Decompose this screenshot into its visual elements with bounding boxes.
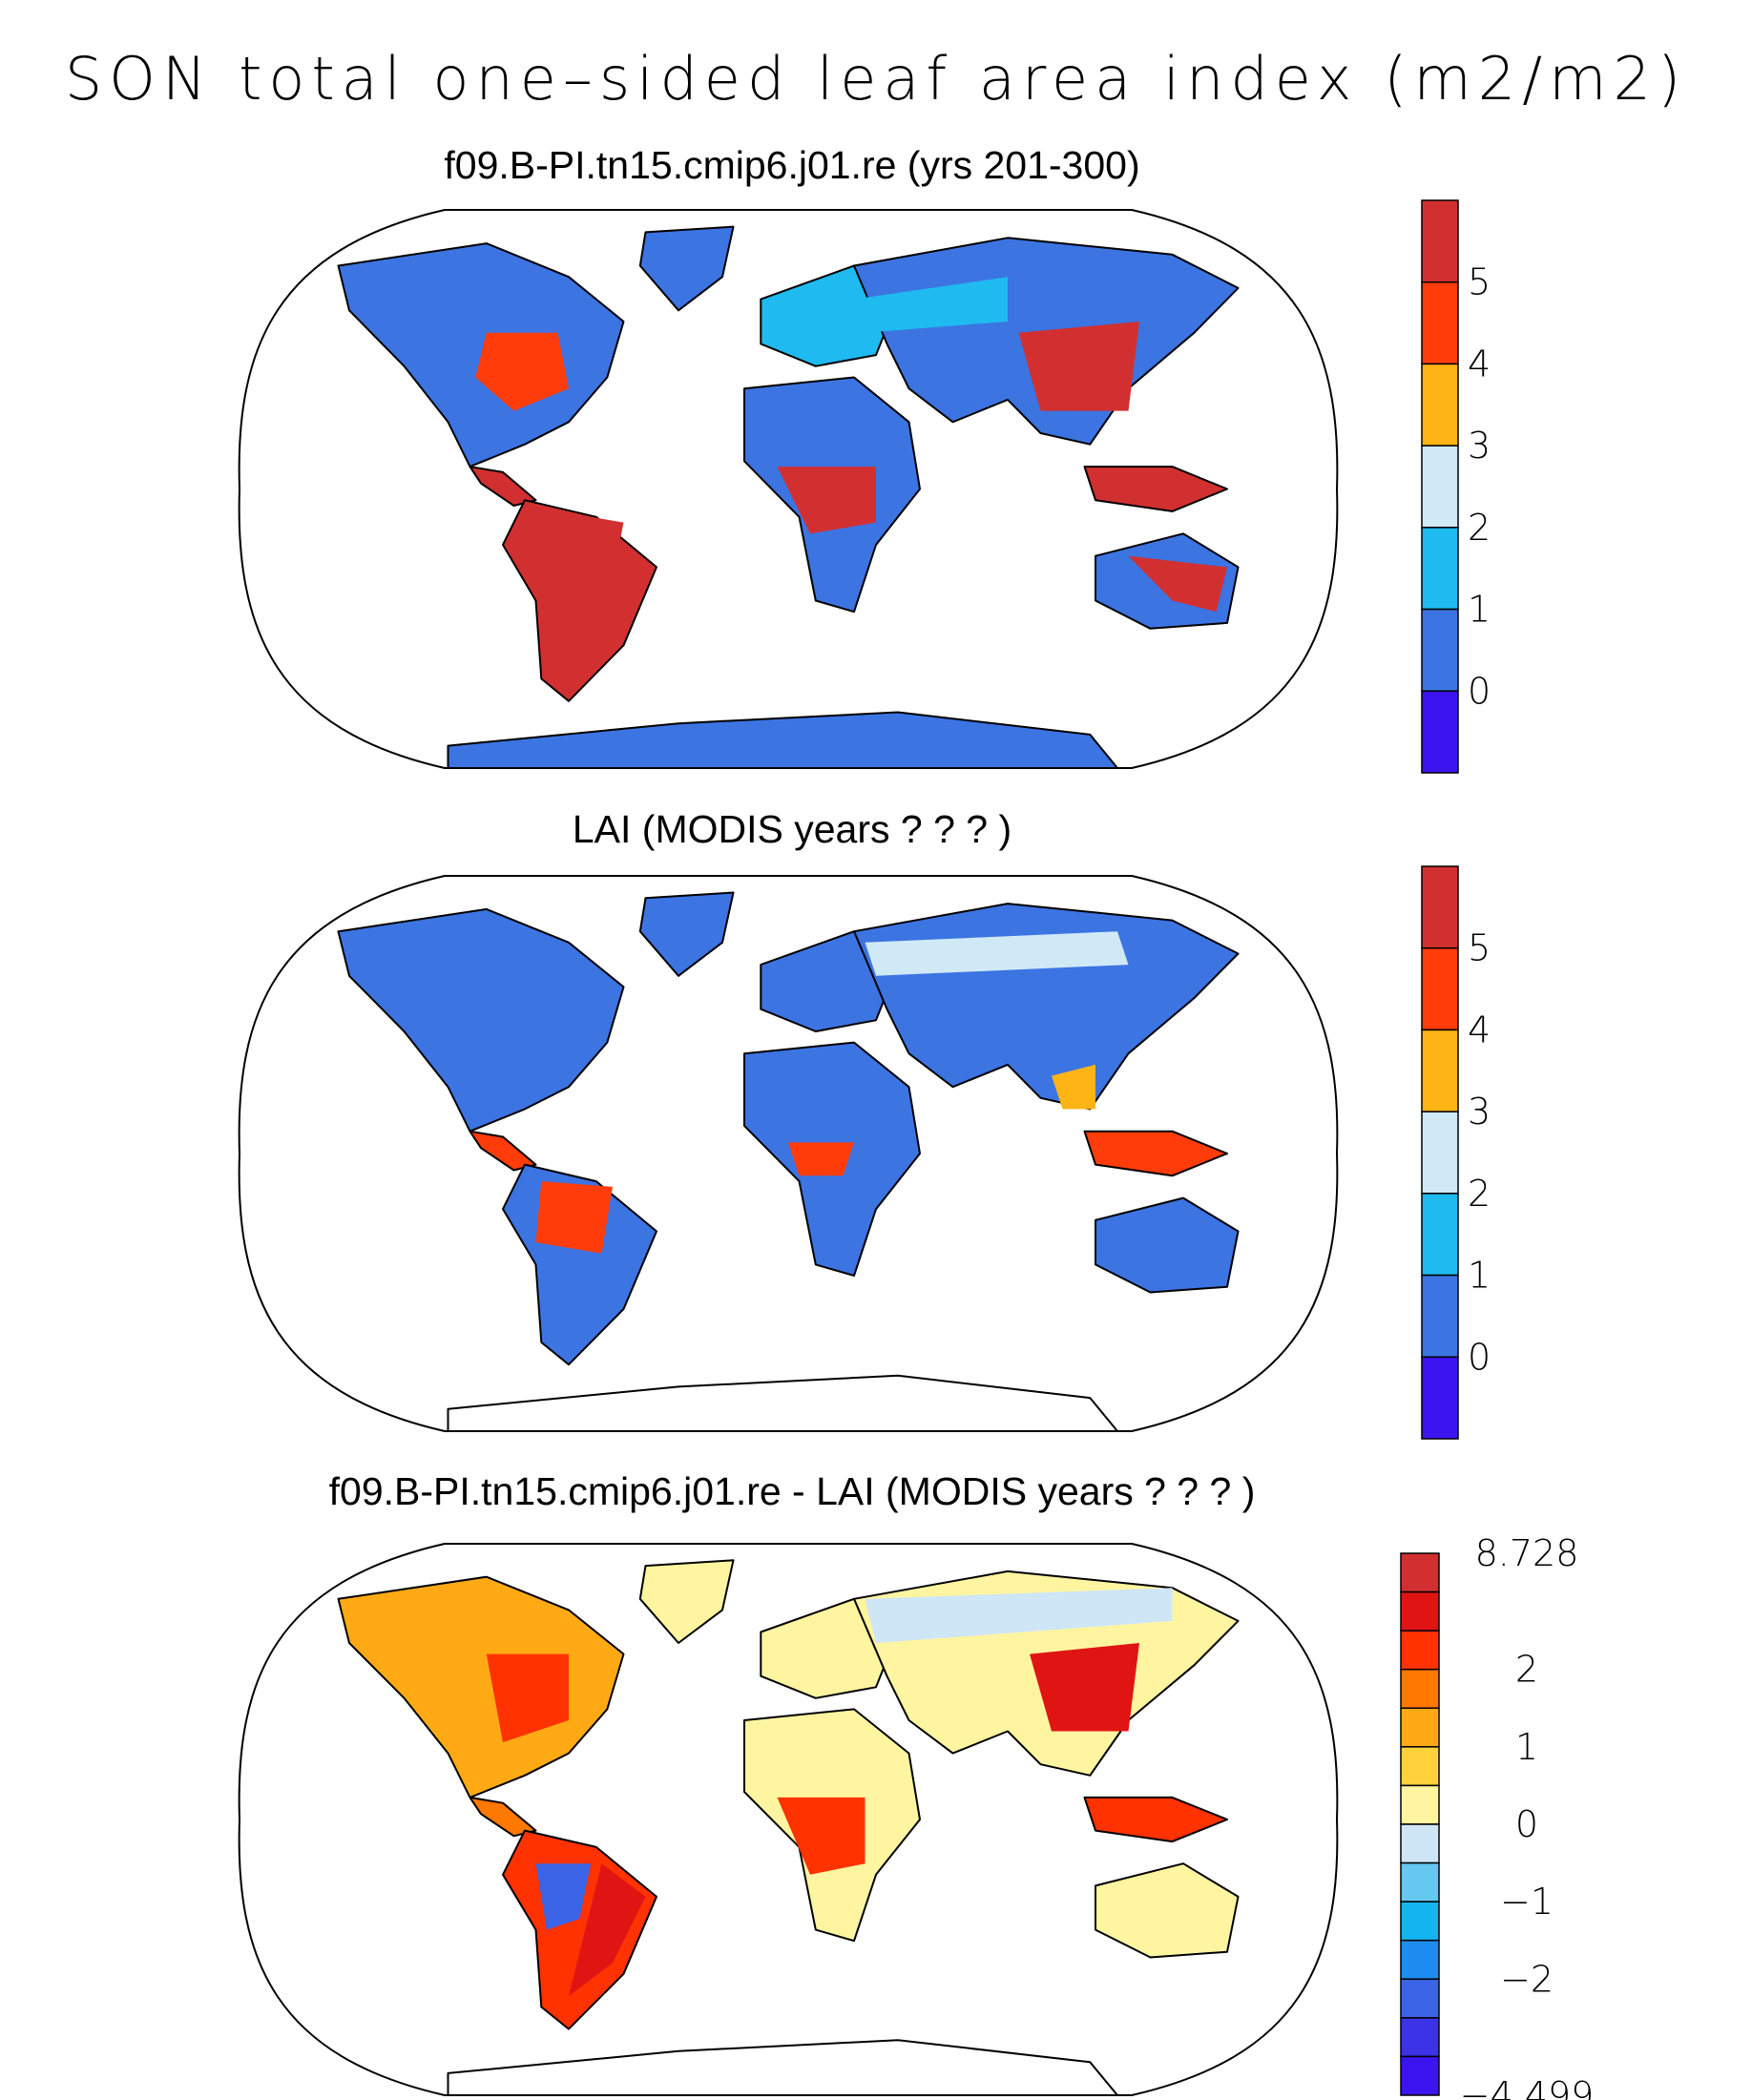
colorbar-swatch — [1400, 1784, 1440, 1825]
continent-australia — [1095, 1196, 1240, 1294]
continent-northAmerica — [337, 242, 625, 468]
land-layer — [337, 1559, 1240, 2095]
colorbar-swatch — [1421, 690, 1459, 774]
colorbar-label: 1 — [1515, 1726, 1538, 1768]
value-patch-1 — [525, 506, 624, 579]
continent-antarctica — [447, 2039, 1118, 2095]
colorbar-label: −2 — [1500, 1958, 1554, 2000]
continent-antarctica — [447, 711, 1118, 768]
colorbar-label: 0 — [1515, 1803, 1538, 1845]
colorbar-swatch — [1421, 865, 1459, 949]
colorbar-label: 4 — [1468, 1008, 1491, 1050]
colorbar-swatch — [1400, 2055, 1440, 2096]
map-panel-model — [238, 209, 1339, 769]
globe-outline — [238, 1543, 1339, 2096]
land-layer — [337, 891, 1240, 1431]
continent-greenland — [638, 1559, 735, 1644]
colorbar-swatch — [1400, 1746, 1440, 1787]
colorbar-label: 2 — [1468, 507, 1491, 549]
colorbar-swatch — [1400, 1939, 1440, 1981]
colorbar-swatch — [1421, 281, 1459, 365]
colorbar-swatch — [1421, 946, 1459, 1031]
colorbar-swatch — [1400, 1707, 1440, 1748]
continent-greenland — [638, 225, 735, 312]
value-patch-3 — [1052, 1064, 1095, 1110]
continent-northAmerica — [337, 1575, 625, 1799]
colorbar-swatch — [1421, 363, 1459, 447]
map-panel-obs — [238, 875, 1339, 1432]
colorbar-label: 0 — [1468, 670, 1491, 712]
value-patch-2 — [569, 1863, 646, 1996]
colorbar-label: 3 — [1468, 425, 1491, 467]
colorbar-label: 1 — [1468, 589, 1491, 631]
value-patch-2 — [865, 931, 1129, 976]
colorbar-label: 5 — [1468, 927, 1491, 969]
value-patch-0 — [535, 1181, 613, 1254]
colorbar-label: 8.728 — [1475, 1532, 1579, 1574]
continent-greenland — [638, 891, 735, 977]
colorbar-swatch — [1421, 1029, 1459, 1112]
colorbar-swatch — [1400, 1861, 1440, 1902]
colorbar-swatch — [1400, 1630, 1440, 1671]
colorbar-label: 2 — [1468, 1173, 1491, 1215]
value-patch-5 — [1128, 555, 1227, 613]
figure-title: SON total one–sided leaf area index (m2/… — [64, 44, 1688, 114]
continent-seAsiaIslands — [1083, 1130, 1228, 1177]
value-patch-3 — [777, 1797, 866, 1875]
colorbar-swatch — [1400, 1591, 1440, 1632]
continent-australia — [1095, 1862, 1240, 1959]
colorbar-swatch — [1400, 1823, 1440, 1864]
colorbar-label: 2 — [1515, 1649, 1538, 1691]
colorbar-swatch — [1421, 608, 1459, 693]
value-patch-1 — [535, 1863, 591, 1930]
continent-northAmerica — [337, 907, 625, 1133]
value-patch-1 — [788, 1142, 854, 1176]
globe-outline — [238, 209, 1339, 769]
panel-title-diff: f09.B-PI.tn15.cmip6.j01.re - LAI (MODIS … — [328, 1469, 1256, 1513]
colorbar-swatch — [1400, 1978, 1440, 2019]
colorbar-label: 0 — [1468, 1336, 1491, 1378]
colorbar-label: −4.499 — [1460, 2074, 1595, 2100]
map-panel-diff — [238, 1543, 1339, 2096]
colorbar-model: 5 4 3 2 1 0 — [1421, 199, 1491, 774]
colorbar-label: −1 — [1500, 1881, 1554, 1923]
continent-seAsiaIslands — [1083, 1796, 1228, 1843]
value-patch-0 — [486, 1653, 569, 1743]
colorbar-label: 4 — [1468, 343, 1491, 385]
value-patch-4 — [854, 277, 1008, 333]
colorbar-swatch — [1421, 445, 1459, 529]
colorbar-swatch — [1421, 1111, 1459, 1195]
colorbar-swatch — [1400, 1901, 1440, 1942]
globe-outline — [238, 875, 1339, 1432]
value-patch-2 — [777, 467, 876, 534]
value-patch-0 — [475, 332, 569, 411]
panel-title-model: f09.B-PI.tn15.cmip6.j01.re (yrs 201-300) — [444, 143, 1140, 187]
continent-seAsiaIslands — [1083, 466, 1228, 512]
colorbar-swatch — [1421, 199, 1459, 283]
colorbar-label: 1 — [1468, 1255, 1491, 1297]
colorbar-swatch — [1421, 1356, 1459, 1440]
colorbar-label: 5 — [1468, 261, 1491, 303]
colorbar-label: 3 — [1468, 1091, 1491, 1133]
colorbar-obs: 5 4 3 2 1 0 — [1421, 865, 1491, 1440]
colorbar-swatch — [1400, 2017, 1440, 2058]
colorbar-swatch — [1400, 1552, 1440, 1593]
continent-antarctica — [447, 1374, 1118, 1431]
value-patch-3 — [1018, 322, 1139, 411]
colorbar-swatch — [1400, 1668, 1440, 1710]
land-layer — [337, 225, 1240, 768]
colorbar-swatch — [1421, 1274, 1459, 1359]
colorbar-diff: 8.728 2 1 0 −1 −2 −4.499 — [1400, 1532, 1595, 2100]
value-patch-4 — [1030, 1643, 1139, 1732]
colorbar-swatch — [1421, 1193, 1459, 1277]
colorbar-swatch — [1421, 527, 1459, 611]
value-patch-5 — [865, 1588, 1173, 1643]
panel-title-obs: LAI (MODIS years ? ? ? ) — [572, 807, 1012, 851]
